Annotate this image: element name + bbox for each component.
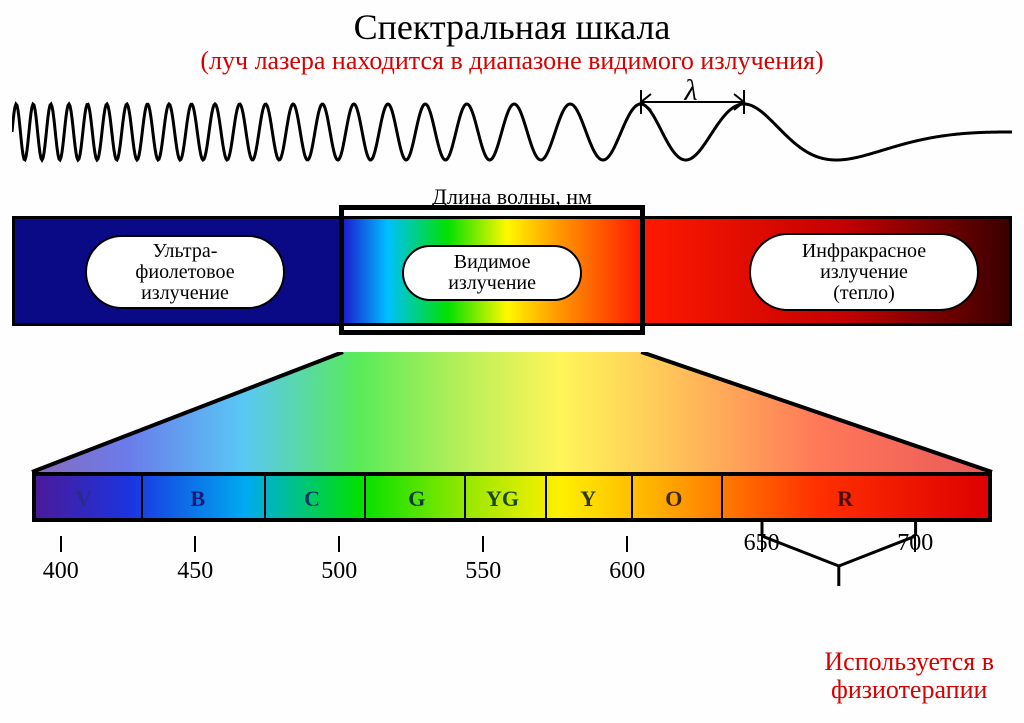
spectrum-letter-r: R	[837, 486, 853, 512]
tick-600: 600	[609, 558, 645, 585]
physio-note-line1: Используется в	[824, 648, 994, 677]
spectrum-letter-o: O	[665, 486, 682, 512]
spectrum-letter-c: C	[304, 486, 320, 512]
subtitle: (луч лазера находится в диапазоне видимо…	[0, 46, 1024, 76]
wave-diagram: λ	[12, 82, 1012, 182]
page-title: Спектральная шкала	[0, 6, 1024, 48]
tick-400: 400	[43, 558, 79, 585]
detail-spectrum-bar: V B C G YG Y O R	[32, 472, 992, 522]
spectrum-letter-y: Y	[580, 486, 596, 512]
visible-label: Видимоеизлучение	[402, 245, 582, 301]
physio-note-line2: физиотерапии	[824, 676, 994, 705]
spectrum-letter-v: V	[76, 486, 92, 512]
spectrum-letter-yg: YG	[486, 486, 519, 512]
spectrum-bar: Ультра-фиолетовоеизлучение Видимоеизлуче…	[12, 216, 1012, 326]
spectrum-letter-g: G	[408, 486, 425, 512]
visible-expansion: V B C G YG Y O R	[12, 352, 1012, 532]
ir-label: Инфракрасноеизлучение(тепло)	[749, 233, 979, 311]
uv-label: Ультра-фиолетовоеизлучение	[85, 235, 285, 309]
physio-note: Используется в физиотерапии	[824, 648, 994, 705]
tick-450: 450	[177, 558, 213, 585]
physio-connector	[752, 522, 926, 592]
spectrum-letter-b: B	[190, 486, 205, 512]
tick-500: 500	[321, 558, 357, 585]
tick-550: 550	[465, 558, 501, 585]
